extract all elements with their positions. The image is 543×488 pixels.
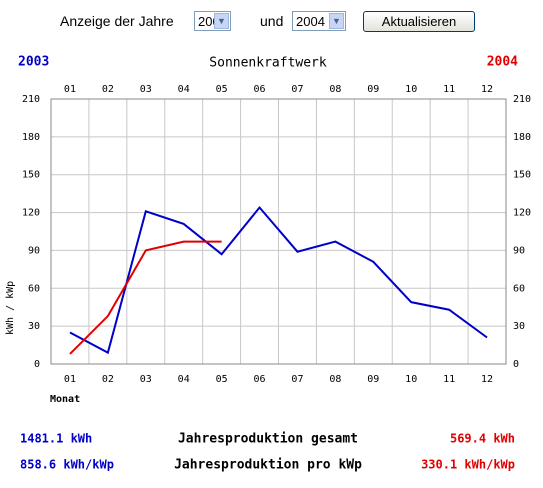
x-tick-label: 04 — [178, 374, 190, 385]
y-tick-label: 0 — [34, 359, 40, 370]
y-tick-label: 120 — [22, 208, 40, 219]
year-form: Anzeige der Jahre 2003 ▼ und 2004 ▼ Aktual… — [0, 11, 543, 35]
total-label: Jahresproduktion gesamt — [178, 432, 358, 447]
x-tick-label-top: 02 — [102, 84, 114, 95]
x-tick-label: 02 — [102, 374, 114, 385]
joiner: und — [260, 13, 284, 29]
y-tick-label: 90 — [28, 245, 40, 256]
x-tick-label-top: 06 — [254, 84, 266, 95]
x-tick-label-top: 08 — [329, 84, 341, 95]
x-tick-label-top: 07 — [291, 84, 303, 95]
total-right: 569.4 kWh — [450, 432, 515, 446]
dropdown-arrow[interactable]: ▼ — [329, 13, 344, 29]
y-tick-label: 30 — [28, 321, 40, 332]
legend-left: 2003 — [18, 55, 49, 70]
update-button[interactable]: Aktualisieren — [363, 11, 475, 32]
year-to-select[interactable]: 2004 ▼ — [292, 11, 346, 31]
x-tick-label-top: 01 — [64, 84, 76, 95]
y2-tick-label: 60 — [513, 283, 525, 294]
x-tick-label-top: 10 — [405, 84, 417, 95]
total-left: 1481.1 kWh — [20, 432, 92, 446]
y2-tick-label: 120 — [513, 208, 531, 219]
x-tick-label-top: 04 — [178, 84, 190, 95]
y2-tick-label: 180 — [513, 132, 531, 143]
y2-tick-label: 150 — [513, 170, 531, 181]
plot-frame — [50, 98, 507, 365]
dropdown-arrow[interactable]: ▼ — [214, 13, 229, 29]
x-tick-label-top: 03 — [140, 84, 152, 95]
x-tick-label: 12 — [481, 374, 493, 385]
x-tick-label: 09 — [367, 374, 379, 385]
x-tick-label: 07 — [291, 374, 303, 385]
chart-title: Sonnenkraftwerk — [209, 56, 327, 71]
total-left: 858.6 kWh/kWp — [20, 458, 114, 472]
y-tick-label: 60 — [28, 283, 40, 294]
legend-right: 2004 — [487, 55, 518, 70]
y-axis-label: kWh / kWp — [5, 281, 16, 335]
total-label: Jahresproduktion pro kWp — [174, 458, 362, 473]
x-tick-label-top: 12 — [481, 84, 493, 95]
total-right: 330.1 kWh/kWp — [421, 458, 515, 472]
series-line — [69, 240, 222, 355]
x-tick-label: 05 — [216, 374, 228, 385]
form-label: Anzeige der Jahre — [60, 13, 174, 29]
select-value: 2004 — [296, 14, 325, 29]
y-tick-label: 180 — [22, 132, 40, 143]
series-line — [69, 205, 488, 355]
y2-tick-label: 210 — [513, 94, 531, 105]
x-tick-label-top: 11 — [443, 84, 455, 95]
y2-tick-label: 30 — [513, 321, 525, 332]
y2-tick-label: 90 — [513, 245, 525, 256]
y2-tick-label: 0 — [513, 359, 519, 370]
year-from-select[interactable]: 2003 ▼ — [194, 11, 231, 31]
x-tick-label: 03 — [140, 374, 152, 385]
x-tick-label-top: 05 — [216, 84, 228, 95]
x-tick-label-top: 09 — [367, 84, 379, 95]
x-tick-label: 06 — [254, 374, 266, 385]
x-tick-label: 10 — [405, 374, 417, 385]
y-tick-label: 210 — [22, 94, 40, 105]
y-tick-label: 150 — [22, 170, 40, 181]
x-tick-label: 08 — [329, 374, 341, 385]
x-tick-label: 01 — [64, 374, 76, 385]
x-tick-label: 11 — [443, 374, 455, 385]
x-axis-label: Monat — [50, 394, 80, 405]
